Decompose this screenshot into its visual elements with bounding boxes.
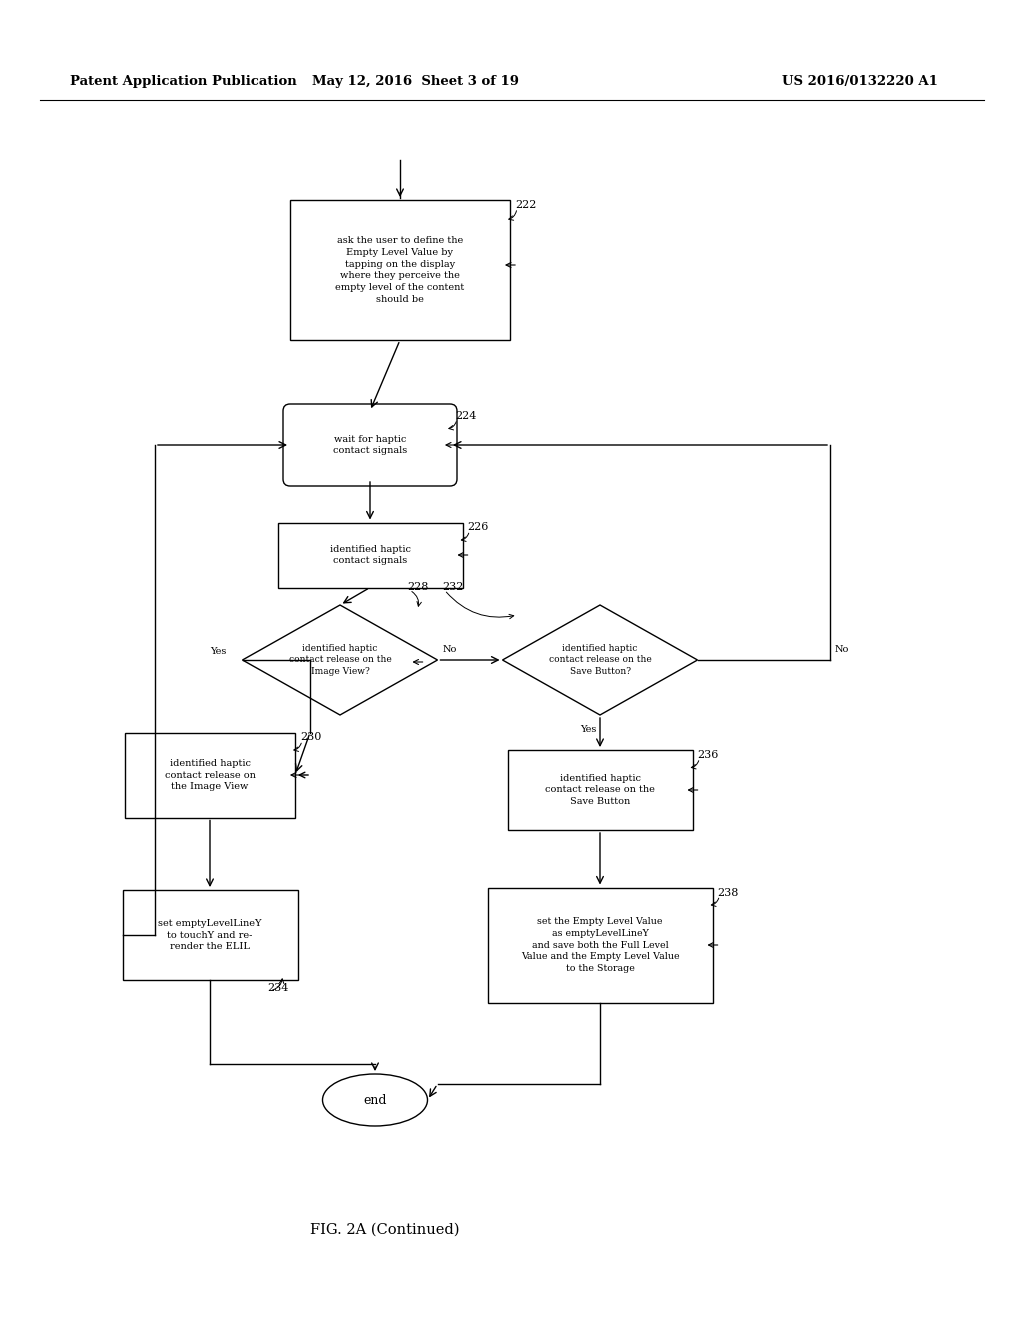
Text: FIG. 2A (Continued): FIG. 2A (Continued) [310,1224,460,1237]
Text: identified haptic
contact release on the
Image View?: identified haptic contact release on the… [289,644,391,676]
Text: 236: 236 [697,750,719,760]
Text: set emptyLevelLineY
to touchY and re-
render the ELIL: set emptyLevelLineY to touchY and re- re… [159,919,262,952]
Text: wait for haptic
contact signals: wait for haptic contact signals [333,434,408,455]
Text: Yes: Yes [580,725,596,734]
Text: US 2016/0132220 A1: US 2016/0132220 A1 [782,75,938,88]
Text: 226: 226 [468,523,488,532]
Text: 238: 238 [718,887,739,898]
FancyBboxPatch shape [123,890,298,979]
Text: May 12, 2016  Sheet 3 of 19: May 12, 2016 Sheet 3 of 19 [311,75,518,88]
FancyBboxPatch shape [278,523,463,587]
Text: Patent Application Publication: Patent Application Publication [70,75,297,88]
FancyBboxPatch shape [487,887,713,1002]
Text: identified haptic
contact signals: identified haptic contact signals [330,545,411,565]
Text: 232: 232 [442,582,464,591]
Text: No: No [442,645,457,655]
Text: 228: 228 [408,582,429,591]
FancyBboxPatch shape [290,201,510,341]
Polygon shape [503,605,697,715]
FancyBboxPatch shape [508,750,692,830]
Text: 230: 230 [300,733,322,742]
Text: 222: 222 [515,201,537,210]
Text: end: end [364,1093,387,1106]
Polygon shape [243,605,437,715]
Text: set the Empty Level Value
as emptyLevelLineY
and save both the Full Level
Value : set the Empty Level Value as emptyLevelL… [520,917,679,973]
Text: No: No [835,645,849,655]
Text: 224: 224 [455,411,476,421]
Ellipse shape [323,1074,427,1126]
Text: identified haptic
contact release on the
Save Button: identified haptic contact release on the… [545,774,655,807]
Text: ask the user to define the
Empty Level Value by
tapping on the display
where the: ask the user to define the Empty Level V… [336,236,465,304]
Text: 234: 234 [267,983,289,993]
Text: identified haptic
contact release on the
Save Button?: identified haptic contact release on the… [549,644,651,676]
Text: identified haptic
contact release on
the Image View: identified haptic contact release on the… [165,759,255,791]
FancyBboxPatch shape [125,733,295,817]
Text: Yes: Yes [211,648,227,656]
FancyBboxPatch shape [283,404,457,486]
